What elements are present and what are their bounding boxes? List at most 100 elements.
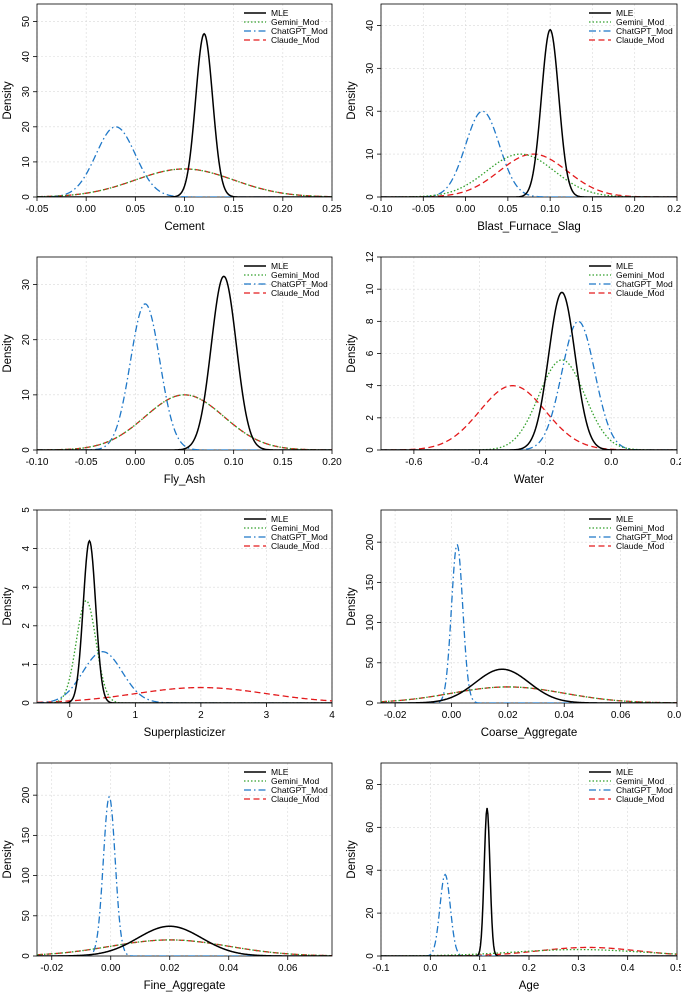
x-tick-label: 0.1 [473, 963, 487, 974]
legend-label: ChatGPT_Mod [616, 532, 673, 542]
y-tick-label: 40 [21, 51, 32, 63]
y-axis-title: Density [2, 840, 14, 879]
y-tick-label: 60 [365, 821, 376, 833]
x-axis-title: Cement [164, 221, 205, 233]
legend-label: Claude_Mod [616, 288, 664, 298]
series-mle [37, 539, 332, 703]
panel-superplasticizer: 0 1 2 3 4 0 1 2 3 4 5 Superplasticizer Density MLEGem… [2, 507, 335, 739]
legend-label: ChatGPT_Mod [616, 785, 673, 795]
series-gemini-mod [37, 939, 332, 956]
y-tick-label: 4 [365, 382, 376, 388]
y-axis-title: Density [346, 81, 358, 120]
y-tick-label: 40 [365, 19, 376, 31]
x-tick-label: 2 [198, 710, 204, 721]
x-tick-label: 0.00 [126, 457, 146, 468]
x-axis-title: Fly_Ash [164, 474, 206, 486]
legend-label: ChatGPT_Mod [616, 279, 673, 289]
x-tick-label: 0.20 [625, 204, 645, 215]
legend-label: ChatGPT_Mod [616, 26, 673, 36]
y-tick-label: 3 [21, 584, 32, 590]
y-tick-label: 4 [21, 545, 32, 551]
x-tick-label: 0.05 [126, 204, 146, 215]
y-tick-label: 10 [21, 156, 32, 168]
panel-fine-aggregate: -0.02 0.00 0.02 0.04 0.06 0 50 100 150 200 Fine_Ag… [2, 762, 333, 992]
series-chatgpt-mod [37, 651, 332, 703]
series-mle [37, 925, 332, 956]
y-tick-label: 0 [21, 447, 32, 453]
panel-water: -0.6 -0.4 -0.2 0.0 0.2 0 2 4 6 8 10 12 Water Density M… [346, 251, 681, 486]
legend-label: Gemini_Mod [616, 270, 664, 280]
panel-cement: -0.05 0.00 0.05 0.10 0.15 0.20 0.25 0 10 20 30 40 50… [2, 3, 342, 233]
x-tick-label: 0.00 [456, 204, 476, 215]
series-claude-mod [37, 686, 332, 703]
series-chatgpt-mod [37, 126, 332, 197]
legend-label: MLE [616, 767, 634, 777]
y-axis-title: Density [2, 334, 14, 373]
x-axis-title: Age [519, 980, 539, 992]
series-chatgpt-mod [37, 795, 332, 956]
y-tick-label: 0 [365, 194, 376, 200]
x-tick-label: 0.05 [498, 204, 518, 215]
x-tick-label: 0.15 [583, 204, 603, 215]
y-axis-title: Density [346, 840, 358, 879]
series-mle [37, 275, 332, 450]
x-tick-label: 0.04 [219, 963, 239, 974]
y-tick-label: 8 [365, 318, 376, 324]
x-axis-title: Blast_Furnace_Slag [477, 221, 581, 233]
legend-label: MLE [271, 261, 289, 271]
y-tick-label: 2 [365, 415, 376, 421]
y-tick-label: 40 [365, 864, 376, 876]
y-axis-title: Density [2, 587, 14, 626]
series-mle [381, 28, 677, 197]
x-tick-label: 0.15 [224, 204, 244, 215]
panel-blast-furnace-slag: -0.10 -0.05 0.00 0.05 0.10 0.15 0.20 0.25 0 10 20 3… [346, 3, 681, 233]
x-tick-label: 0.10 [175, 204, 195, 215]
y-tick-label: 0 [21, 953, 32, 959]
y-tick-label: 150 [21, 827, 32, 844]
legend-label: ChatGPT_Mod [271, 26, 328, 36]
legend-label: Claude_Mod [271, 288, 319, 298]
y-tick-label: 100 [365, 614, 376, 631]
series-mle [381, 807, 677, 956]
x-tick-label: 4 [329, 710, 335, 721]
series-mle [37, 32, 332, 197]
legend-label: Claude_Mod [616, 35, 664, 45]
x-tick-label: 0.08 [667, 710, 681, 721]
y-tick-label: 2 [21, 623, 32, 629]
x-tick-label: -0.1 [372, 963, 390, 974]
x-tick-label: -0.05 [412, 204, 435, 215]
x-tick-label: 0.06 [611, 710, 631, 721]
x-tick-label: 0.00 [442, 710, 462, 721]
y-tick-label: 150 [365, 574, 376, 591]
panel-coarse-aggregate: -0.02 0.00 0.02 0.04 0.06 0.08 0 50 100 150 200 Coa… [346, 509, 681, 739]
series-claude-mod [381, 153, 677, 197]
x-tick-label: 0.04 [555, 710, 575, 721]
panel-fly-ash: -0.10 -0.05 0.00 0.05 0.10 0.15 0.20 0 10 20 30 Fly… [2, 256, 342, 486]
legend-label: Gemini_Mod [271, 17, 319, 27]
x-tick-label: -0.05 [75, 457, 98, 468]
y-tick-label: 20 [21, 121, 32, 133]
x-tick-label: -0.6 [405, 457, 423, 468]
y-tick-label: 50 [21, 16, 32, 28]
series-claude-mod [381, 686, 677, 703]
x-tick-label: 0.06 [278, 963, 298, 974]
series-gemini-mod [37, 394, 332, 450]
x-tick-label: 0.3 [571, 963, 585, 974]
legend-label: Gemini_Mod [271, 523, 319, 533]
legend-label: MLE [271, 767, 289, 777]
x-tick-label: 0.25 [322, 204, 342, 215]
x-tick-label: 0.00 [101, 963, 121, 974]
legend-label: Claude_Mod [271, 541, 319, 551]
y-tick-label: 200 [21, 786, 32, 803]
y-axis-title: Density [346, 587, 358, 626]
series-gemini-mod [381, 359, 677, 450]
series-chatgpt-mod [381, 320, 677, 450]
y-tick-label: 30 [21, 279, 32, 291]
x-tick-label: 0.02 [498, 710, 518, 721]
x-tick-label: 0.10 [540, 204, 560, 215]
